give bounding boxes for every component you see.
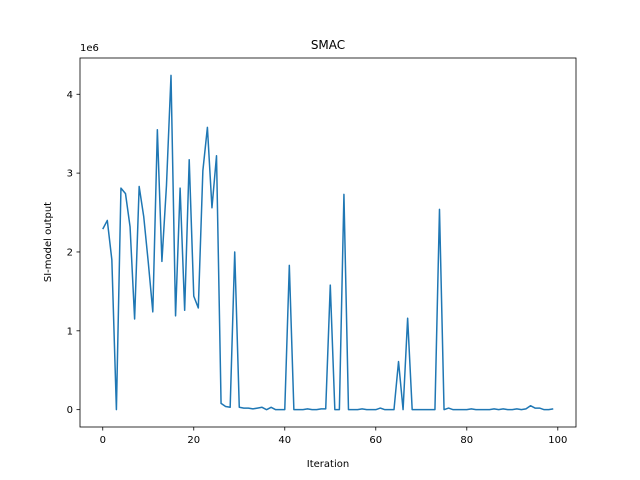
x-axis-label: Iteration (307, 459, 349, 470)
y-offset-text: 1e6 (80, 43, 99, 54)
y-tick-label: 4 (67, 90, 73, 101)
y-axis-label: SI-model output (43, 202, 54, 282)
x-tick-label: 60 (369, 435, 382, 446)
x-tick-label: 40 (278, 435, 291, 446)
y-tick-label: 1 (67, 326, 73, 337)
series-layer (102, 74, 554, 411)
y-axis: 0 1 2 3 4 (67, 90, 80, 416)
y-tick-label: 0 (67, 405, 73, 416)
x-tick-label: 100 (548, 435, 567, 446)
x-tick-label: 80 (460, 435, 473, 446)
chart-title: SMAC (311, 38, 345, 52)
series-line (102, 74, 554, 411)
plot-frame (79, 57, 577, 428)
x-axis: 0 20 40 60 80 100 (100, 427, 567, 446)
y-tick-label: 2 (67, 247, 73, 258)
x-tick-label: 20 (187, 435, 200, 446)
x-tick-label: 0 (100, 435, 106, 446)
y-tick-label: 3 (67, 169, 73, 180)
plot-area (79, 57, 577, 428)
